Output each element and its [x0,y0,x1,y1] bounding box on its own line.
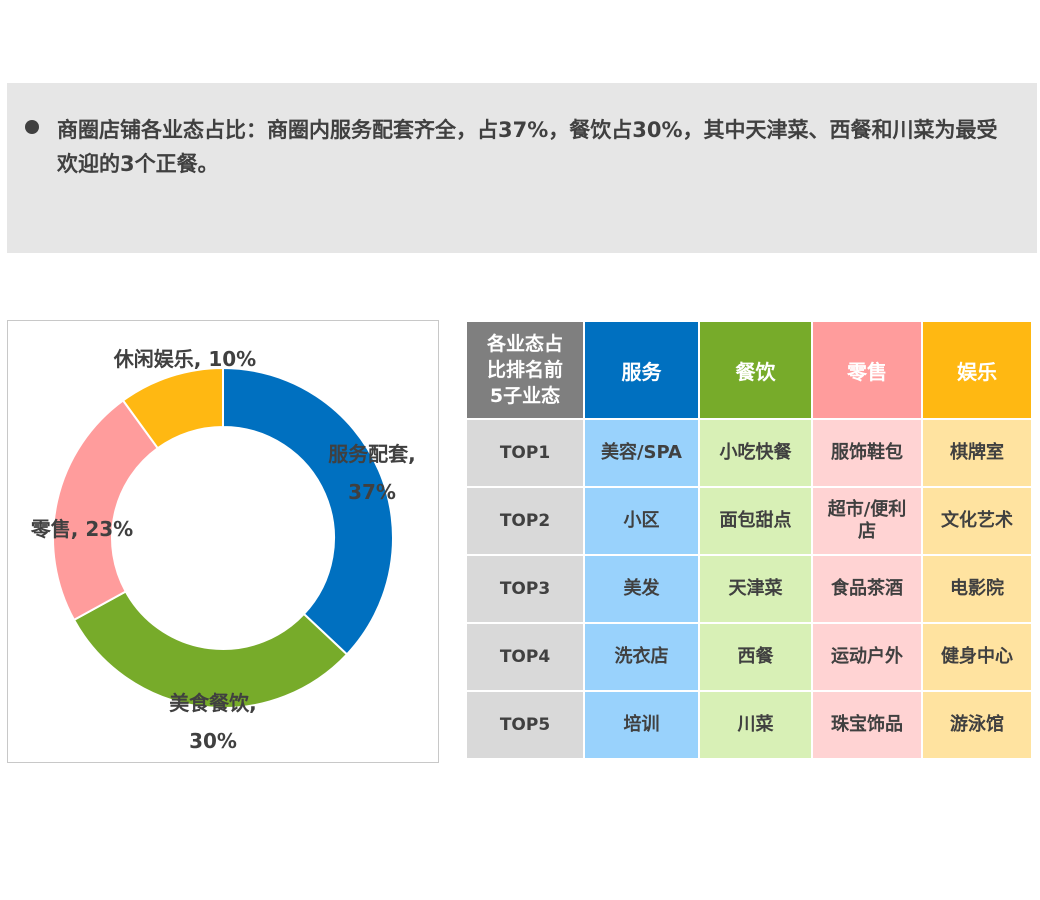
ranking-table: 各业态占 比排名前 5子业态 服务 餐饮 零售 娱乐 TOP1 美容/SPA 小… [465,320,1033,760]
slice-yule [121,366,224,450]
table-cell: 美发 [585,556,698,622]
table-row: TOP5 培训 川菜 珠宝饰品 游泳馆 [467,692,1031,758]
summary-box: 商圈店铺各业态占比：商圈内服务配套齐全，占37%，餐饮占30%，其中天津菜、西餐… [7,83,1037,253]
table-cell: 美容/SPA [585,420,698,486]
rank-cell: TOP3 [467,556,583,622]
column-header-fuwu: 服务 [585,322,698,418]
column-header-lingshou: 零售 [813,322,921,418]
table-cell: 川菜 [700,692,811,758]
column-header-canyin: 餐饮 [700,322,811,418]
table-cell: 珠宝饰品 [813,692,921,758]
rank-cell: TOP1 [467,420,583,486]
table-cell: 棋牌室 [923,420,1031,486]
table-cell: 洗衣店 [585,624,698,690]
table-cell: 天津菜 [700,556,811,622]
table-cell: 游泳馆 [923,692,1031,758]
corner-line-1: 各业态占 [486,333,563,355]
table-cell: 健身中心 [923,624,1031,690]
label-fuwu-value: 37% [348,480,396,504]
table-cell: 食品茶酒 [813,556,921,622]
slice-canyin [72,590,349,709]
table-corner-header: 各业态占 比排名前 5子业态 [467,322,583,418]
rank-cell: TOP5 [467,692,583,758]
table-cell: 西餐 [700,624,811,690]
table-cell: 小区 [585,488,698,554]
table-cell: 文化艺术 [923,488,1031,554]
rank-cell: TOP4 [467,624,583,690]
corner-line-2: 比排名前 [486,359,563,381]
table-cell: 小吃快餐 [700,420,811,486]
table-row: TOP2 小区 面包甜点 超市/便利店 文化艺术 [467,488,1031,554]
table-cell: 运动户外 [813,624,921,690]
table-cell: 超市/便利店 [813,488,921,554]
table-row: TOP3 美发 天津菜 食品茶酒 电影院 [467,556,1031,622]
summary-text: 商圈店铺各业态占比：商圈内服务配套齐全，占37%，餐饮占30%，其中天津菜、西餐… [57,118,998,176]
label-fuwu: 服务配套, [328,442,416,466]
label-lingshou: 零售, 23% [30,517,133,541]
label-canyin-value: 30% [189,729,237,753]
column-header-yule: 娱乐 [923,322,1031,418]
table-row: TOP1 美容/SPA 小吃快餐 服饰鞋包 棋牌室 [467,420,1031,486]
rank-cell: TOP2 [467,488,583,554]
slice-fuwu [222,366,394,656]
bullet-icon [25,120,39,134]
table-header-row: 各业态占 比排名前 5子业态 服务 餐饮 零售 娱乐 [467,322,1031,418]
table-row: TOP4 洗衣店 西餐 运动户外 健身中心 [467,624,1031,690]
table-cell: 服饰鞋包 [813,420,921,486]
donut-chart: 服务配套, 37% 美食餐饮, 30% 零售, 23% 休闲娱乐, 10% [30,347,416,753]
table-cell: 培训 [585,692,698,758]
corner-line-3: 5子业态 [489,385,561,407]
slice-lingshou [52,399,160,622]
label-canyin: 美食餐饮, [169,691,257,715]
donut-chart-panel: 服务配套, 37% 美食餐饮, 30% 零售, 23% 休闲娱乐, 10% [7,320,439,763]
table-cell: 电影院 [923,556,1031,622]
label-yule: 休闲娱乐, 10% [113,347,256,371]
table-cell: 面包甜点 [700,488,811,554]
